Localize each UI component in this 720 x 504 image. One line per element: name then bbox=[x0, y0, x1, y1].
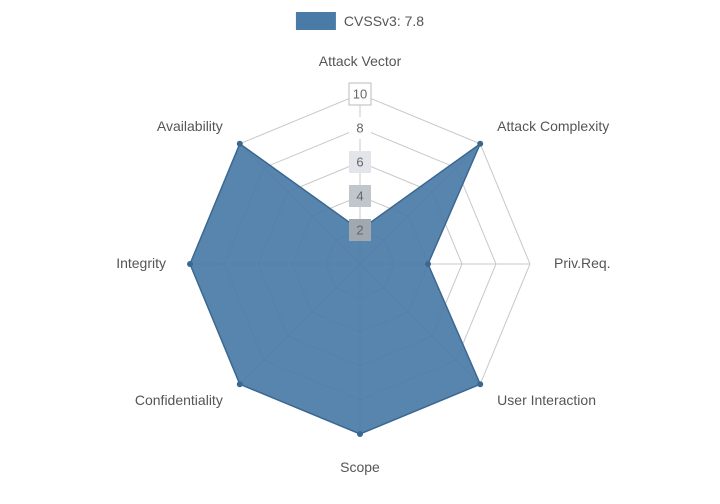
tick-label: 8 bbox=[356, 120, 363, 135]
series-marker bbox=[477, 141, 483, 147]
axis-label: User Interaction bbox=[497, 392, 596, 408]
series-marker bbox=[477, 381, 483, 387]
radar-svg: Attack Vector Attack Complexity Priv.Req. U… bbox=[0, 0, 720, 504]
series-marker bbox=[357, 431, 363, 437]
radar-chart: CVSSv3: 7.8 Attack Vector Attack Complexi… bbox=[0, 0, 720, 504]
series-marker bbox=[237, 141, 243, 147]
tick-label: 2 bbox=[356, 222, 363, 237]
axis-label: Confidentiality bbox=[135, 392, 223, 408]
series-area bbox=[190, 144, 480, 434]
legend-swatch bbox=[296, 12, 336, 30]
series-marker bbox=[187, 261, 193, 267]
legend-label: CVSSv3: 7.8 bbox=[344, 13, 424, 29]
axis-label: Attack Vector bbox=[319, 53, 402, 69]
axis-label: Integrity bbox=[116, 255, 166, 271]
axis-label: Scope bbox=[340, 459, 380, 475]
axis-label: Priv.Req. bbox=[554, 255, 611, 271]
legend[interactable]: CVSSv3: 7.8 bbox=[296, 12, 424, 30]
tick-label: 4 bbox=[356, 188, 363, 203]
series-marker bbox=[425, 261, 431, 267]
axis-label: Attack Complexity bbox=[497, 118, 609, 134]
tick-label: 6 bbox=[356, 154, 363, 169]
tick-label: 10 bbox=[353, 86, 367, 101]
series-marker bbox=[237, 381, 243, 387]
axis-label: Availability bbox=[157, 118, 223, 134]
